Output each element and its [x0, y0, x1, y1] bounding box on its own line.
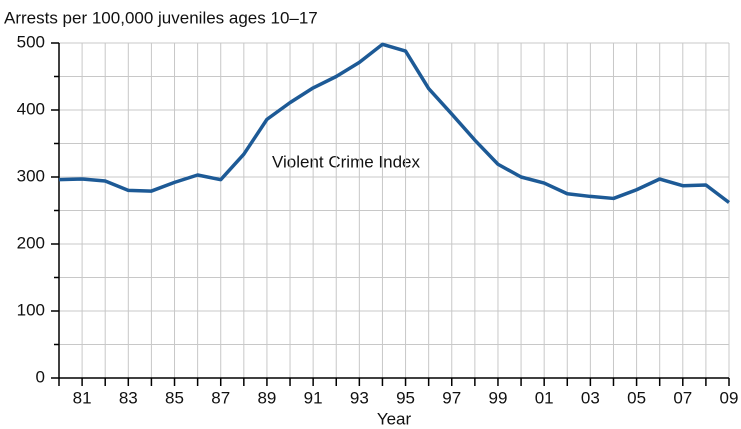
x-tick-label: 97: [442, 388, 461, 407]
x-tick-label: 03: [581, 388, 600, 407]
annotation: Violent Crime Index: [272, 152, 421, 171]
x-tick-label: 83: [119, 388, 138, 407]
x-tick-label: 95: [396, 388, 415, 407]
x-tick-label: 99: [489, 388, 508, 407]
y-tick-label: 200: [17, 233, 45, 252]
y-axis-title: Arrests per 100,000 juveniles ages 10–17: [4, 8, 318, 27]
x-tick-label: 81: [73, 388, 92, 407]
x-tick-label: 01: [535, 388, 554, 407]
y-tick-label: 100: [17, 300, 45, 319]
x-tick-label: 85: [165, 388, 184, 407]
y-tick-label: 400: [17, 99, 45, 118]
data-line: [58, 42, 731, 204]
x-tick-label: 93: [350, 388, 369, 407]
y-tick-label: 0: [36, 367, 45, 386]
x-tick-label: 07: [673, 388, 692, 407]
x-tick-label: 05: [627, 388, 646, 407]
x-tick-label: 09: [720, 388, 739, 407]
x-tick-label: 89: [257, 388, 276, 407]
x-axis-title: Year: [377, 409, 412, 428]
x-tick-label: 91: [304, 388, 323, 407]
y-tick-label: 300: [17, 166, 45, 185]
y-tick-label: 500: [17, 32, 45, 51]
x-tick-label: 87: [211, 388, 230, 407]
